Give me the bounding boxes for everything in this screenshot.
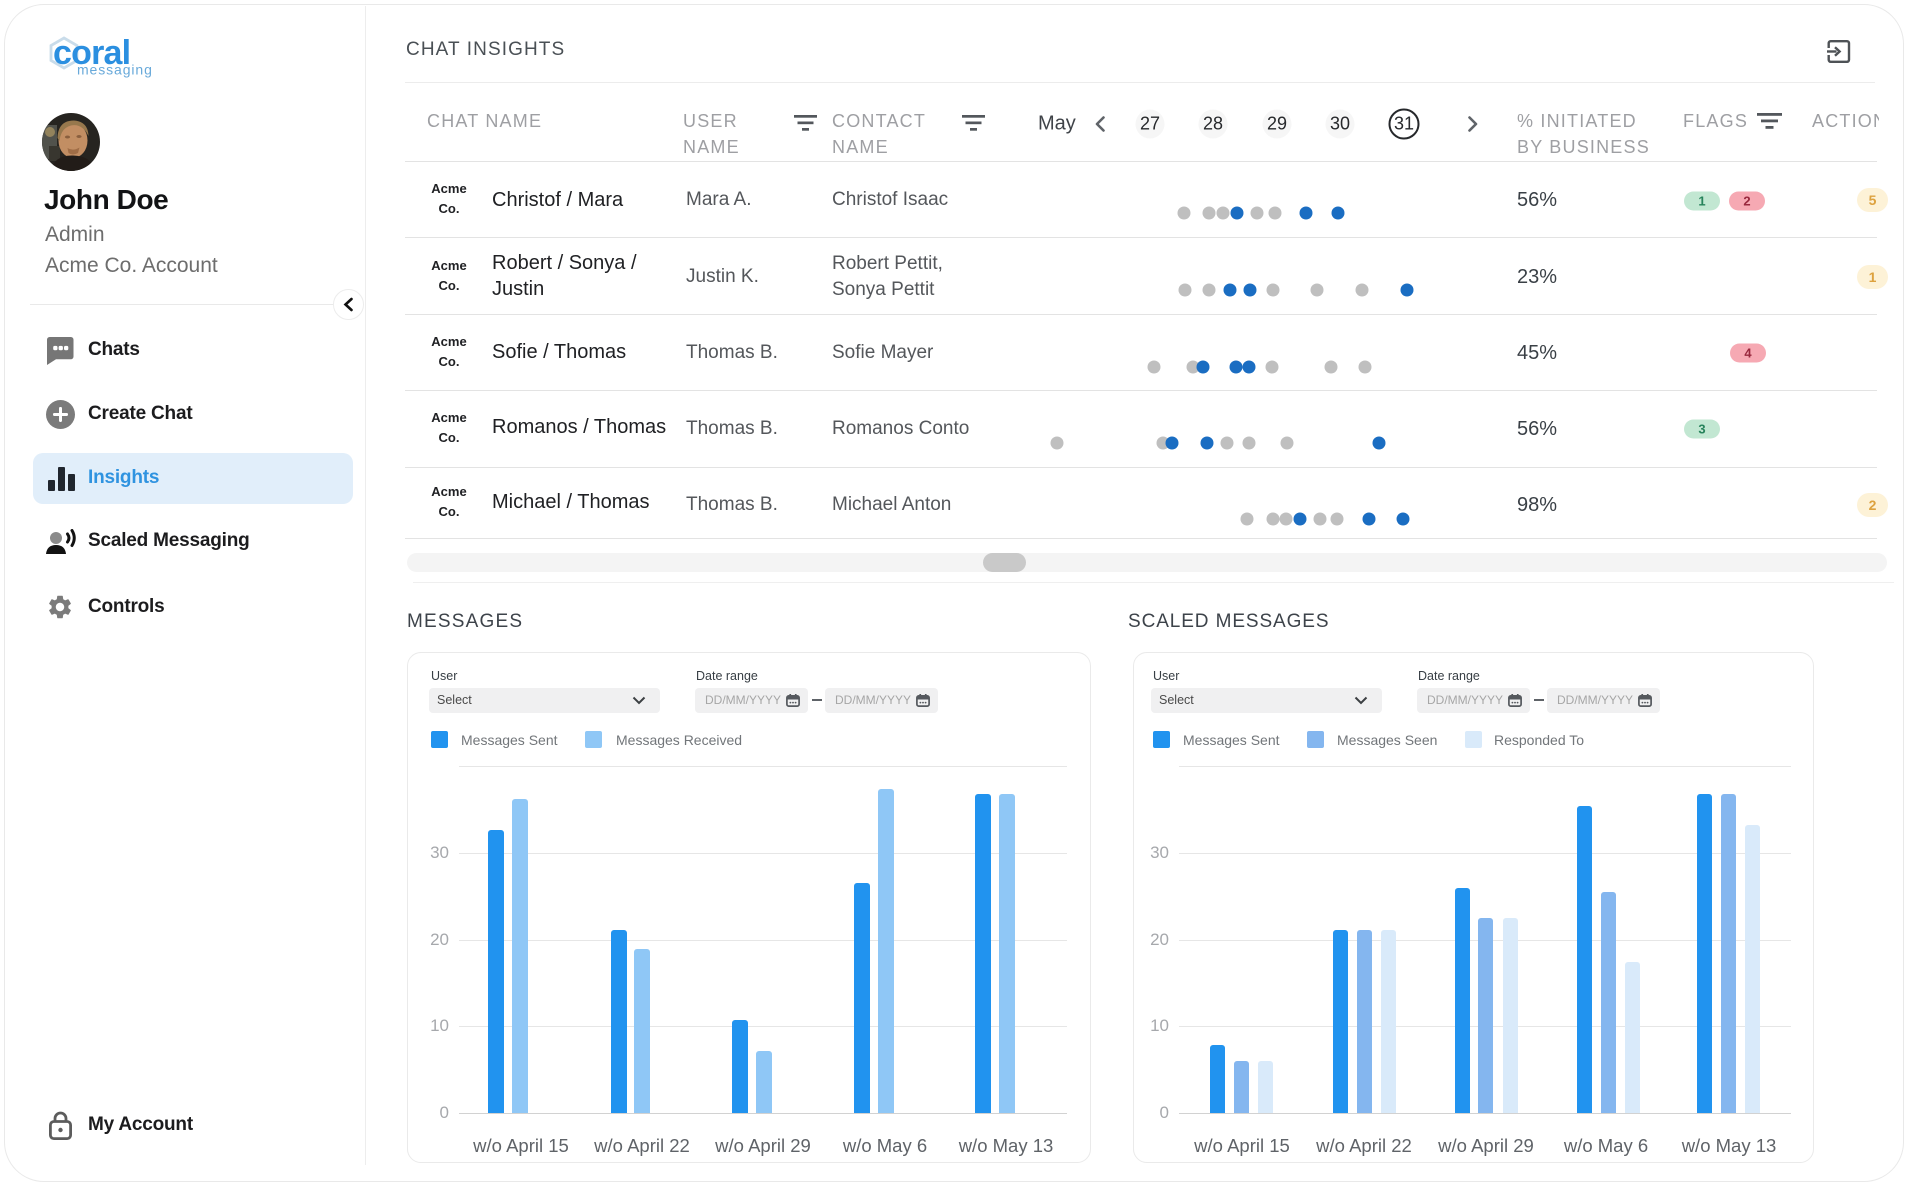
svg-text:coral: coral (53, 34, 130, 72)
svg-text:messaging: messaging (77, 62, 153, 78)
